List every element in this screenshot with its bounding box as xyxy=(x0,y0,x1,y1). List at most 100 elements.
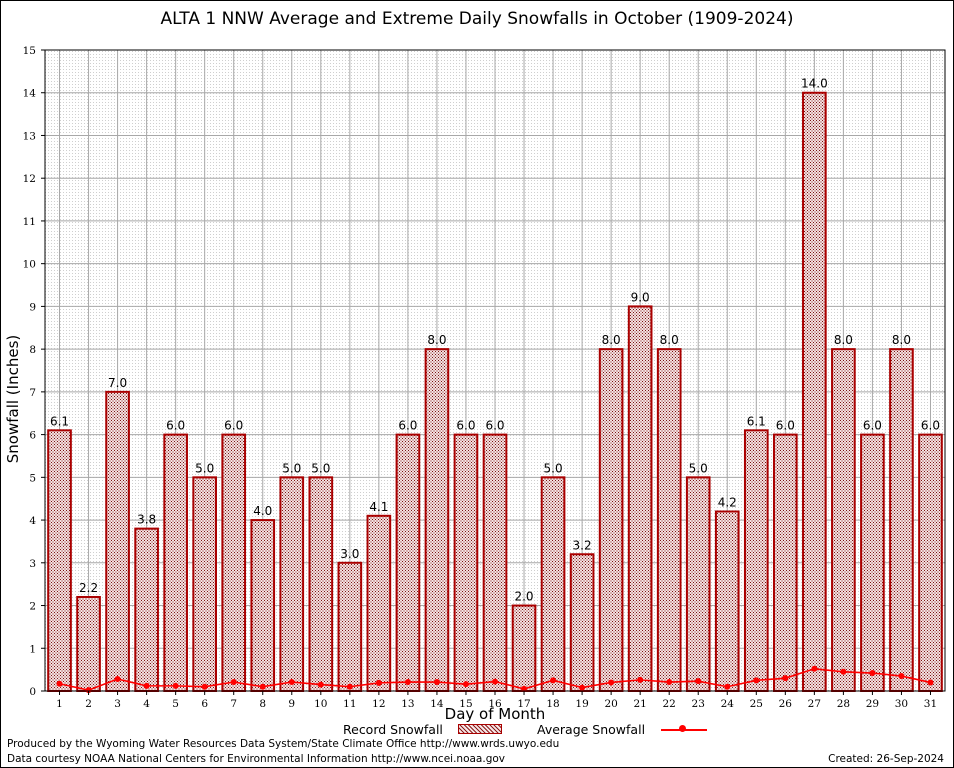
x-tick-label: 28 xyxy=(837,698,850,710)
bar-value-label: 6.0 xyxy=(398,419,417,433)
x-tick-label: 18 xyxy=(546,698,559,710)
bar-record-snowfall xyxy=(221,433,247,692)
bar-record-snowfall xyxy=(802,91,827,692)
bar-value-label: 6.0 xyxy=(166,419,185,433)
average-snowfall-point xyxy=(521,685,528,692)
y-tick-label: 11 xyxy=(23,216,36,228)
bar-value-label: 6.0 xyxy=(863,419,882,433)
bar-value-label: 6.0 xyxy=(224,419,243,433)
x-tick-label: 6 xyxy=(201,698,208,710)
legend-record-label: Record Snowfall xyxy=(343,722,443,737)
x-tick-label: 17 xyxy=(517,698,530,710)
bar-record-snowfall xyxy=(453,433,479,692)
average-snowfall-point xyxy=(492,678,498,685)
bar-record-snowfall xyxy=(250,519,276,692)
average-snowfall-point xyxy=(201,683,208,690)
bar-value-label: 4.1 xyxy=(369,500,388,514)
bar-record-snowfall xyxy=(163,433,188,692)
bar-record-snowfall xyxy=(860,433,885,692)
bar-value-label: 5.0 xyxy=(195,461,214,475)
bar-record-snowfall xyxy=(511,604,537,692)
bar-record-snowfall xyxy=(831,348,856,692)
x-tick-label: 13 xyxy=(401,698,414,710)
x-tick-label: 24 xyxy=(721,698,735,710)
bar-record-snowfall xyxy=(714,510,740,692)
average-snowfall-point xyxy=(462,681,469,688)
average-snowfall-point xyxy=(666,679,673,686)
average-snowfall-point xyxy=(56,680,63,687)
x-axis-label: Day of Month xyxy=(444,705,546,723)
x-tick-label: 23 xyxy=(692,698,705,710)
y-tick-label: 10 xyxy=(23,259,36,271)
bar-value-label: 2.0 xyxy=(514,590,533,604)
bar-record-snowfall xyxy=(279,476,305,693)
average-snowfall-point xyxy=(85,687,92,694)
legend-record-swatch xyxy=(458,724,502,734)
legend-average-label: Average Snowfall xyxy=(537,722,646,737)
bar-record-snowfall xyxy=(366,514,392,692)
bar-value-label: 5.0 xyxy=(689,461,708,475)
bar-value-label: 3.2 xyxy=(573,538,592,552)
y-tick-label: 1 xyxy=(29,643,36,655)
y-tick-label: 9 xyxy=(29,301,36,313)
average-snowfall-point xyxy=(404,679,411,686)
bar-record-snowfall xyxy=(395,433,421,692)
y-tick-label: 15 xyxy=(23,45,36,57)
x-tick-label: 26 xyxy=(779,698,793,710)
bar-value-label: 4.2 xyxy=(718,496,737,510)
x-tick-label: 21 xyxy=(633,698,646,710)
x-tick-label: 7 xyxy=(230,698,237,710)
bar-value-label: 14.0 xyxy=(801,77,828,91)
y-tick-label: 5 xyxy=(29,472,36,484)
bar-value-label: 5.0 xyxy=(311,461,330,475)
x-tick-label: 15 xyxy=(459,698,472,710)
bar-record-snowfall xyxy=(134,527,159,693)
x-tick-label: 27 xyxy=(808,698,821,710)
average-snowfall-point xyxy=(608,679,615,686)
bar-value-label: 5.0 xyxy=(282,461,301,475)
bar-value-label: 7.0 xyxy=(108,376,127,390)
x-tick-label: 11 xyxy=(343,698,356,710)
x-tick-label: 29 xyxy=(866,698,879,710)
legend-average-marker xyxy=(679,725,686,732)
x-tick-label: 8 xyxy=(259,698,266,710)
bar-value-label: 2.2 xyxy=(79,581,98,595)
bar-value-label: 8.0 xyxy=(602,333,621,347)
bar-record-snowfall xyxy=(889,348,914,692)
y-tick-label: 7 xyxy=(29,387,36,399)
x-tick-label: 22 xyxy=(663,698,676,710)
x-tick-label: 19 xyxy=(575,698,588,710)
bar-value-label: 3.8 xyxy=(137,513,156,527)
footer-produced-by: Produced by the Wyoming Water Resources … xyxy=(7,738,560,750)
average-snowfall-point xyxy=(840,668,847,675)
y-axis-label: Snowfall (Inches) xyxy=(4,334,22,464)
x-tick-label: 16 xyxy=(488,698,502,710)
bar-record-snowfall xyxy=(308,476,334,693)
average-snowfall-point xyxy=(114,676,121,683)
bar-value-label: 4.0 xyxy=(253,504,272,518)
bar-record-snowfall xyxy=(569,553,595,693)
average-snowfall-point xyxy=(172,682,179,689)
x-tick-label: 2 xyxy=(85,698,92,710)
x-tick-label: 14 xyxy=(430,698,444,710)
x-tick-label: 31 xyxy=(924,698,937,710)
y-tick-label: 13 xyxy=(23,130,36,142)
x-tick-label: 30 xyxy=(895,698,908,710)
bar-value-label: 5.0 xyxy=(544,461,563,475)
bar-record-snowfall xyxy=(337,561,363,692)
average-snowfall-point xyxy=(433,679,440,686)
average-snowfall-point xyxy=(550,677,557,684)
y-tick-label: 3 xyxy=(29,558,36,570)
bar-value-label: 8.0 xyxy=(834,333,853,347)
x-tick-label: 4 xyxy=(143,698,150,710)
average-snowfall-point xyxy=(637,676,644,683)
average-snowfall-point xyxy=(230,679,237,686)
x-tick-label: 25 xyxy=(750,698,763,710)
average-snowfall-point xyxy=(869,670,876,677)
bar-value-label: 6.0 xyxy=(456,419,475,433)
average-snowfall-point xyxy=(753,677,760,684)
x-tick-label: 12 xyxy=(372,698,385,710)
footer-courtesy: Data courtesy NOAA National Centers for … xyxy=(7,753,506,765)
bar-record-snowfall xyxy=(105,390,130,692)
average-snowfall-point xyxy=(259,683,266,690)
